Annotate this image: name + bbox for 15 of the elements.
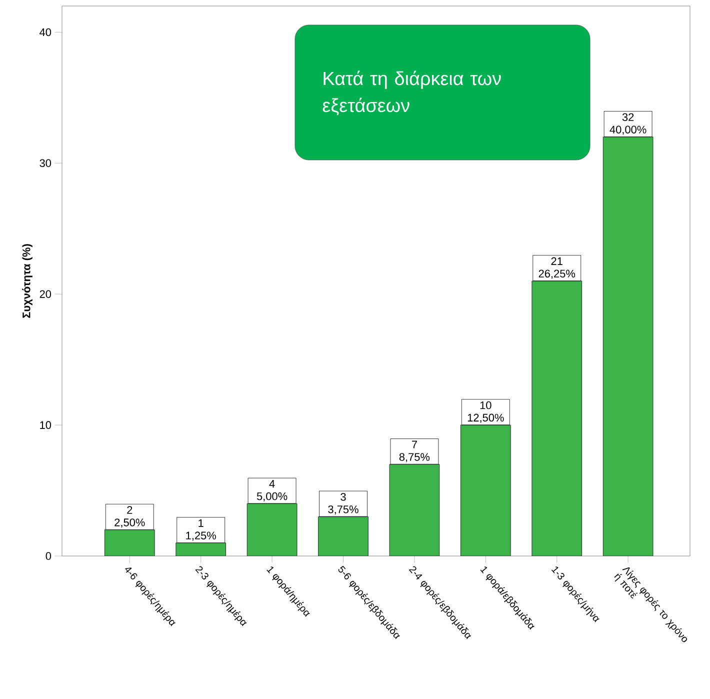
y-tick-label: 0 <box>46 552 52 560</box>
data-label: 32 40,00% <box>610 113 646 135</box>
y-axis-title: Συχνότητα (%) <box>22 244 32 318</box>
y-tick-label: 40 <box>40 28 52 36</box>
data-label: 7 8,75% <box>399 440 430 462</box>
data-label: 1 1,25% <box>186 519 216 541</box>
data-label: 4 5,00% <box>256 480 288 502</box>
data-label: 21 26,25% <box>538 257 576 279</box>
annotation: Κατά τη διάρκεια των εξετάσεων <box>322 70 501 116</box>
data-label: 3 3,75% <box>328 493 358 515</box>
y-tick-label: 30 <box>40 159 52 168</box>
data-label: 10 12,50% <box>468 401 504 423</box>
y-tick-label: 20 <box>40 290 52 298</box>
data-label: 2 2,50% <box>114 506 145 528</box>
y-tick-label: 10 <box>40 421 52 429</box>
